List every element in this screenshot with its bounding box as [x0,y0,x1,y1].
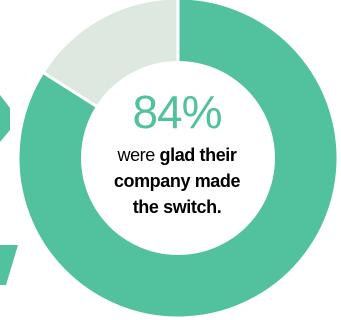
caption-bold-line2: company made [113,171,241,191]
left-arrow-top [0,95,10,142]
donut-hole [81,61,275,255]
caption-bold-line1: glad their [159,145,237,165]
center-label: 84% were glad their company made the swi… [80,88,274,220]
caption-bold-line3: the switch. [132,197,222,217]
caption-plain: were [117,145,160,165]
center-percentage: 84% [132,86,222,138]
center-caption: were glad their company made the switch. [80,142,274,220]
left-arrow-bottom [0,245,18,285]
